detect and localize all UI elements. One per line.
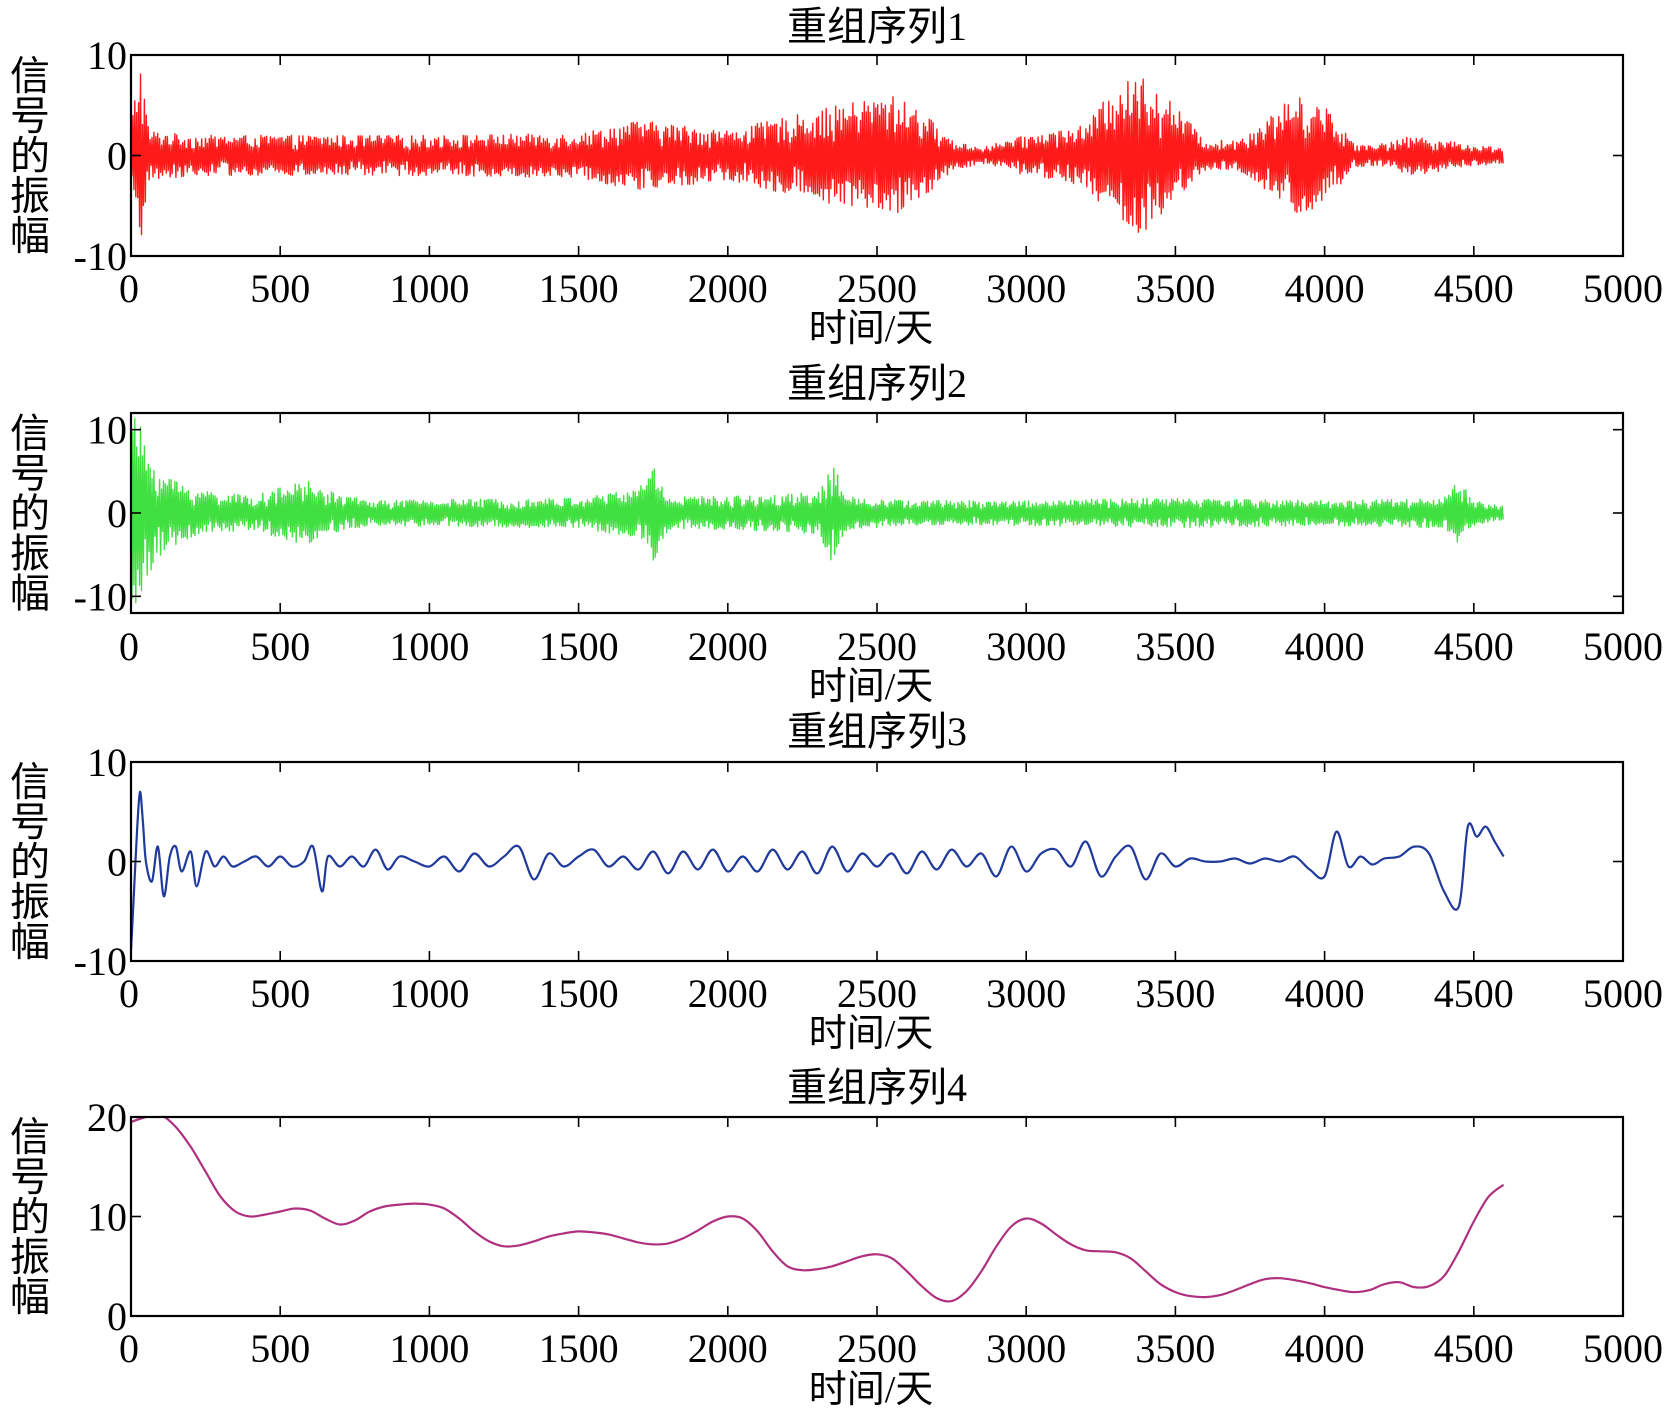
chart-panel-1: 重组序列1 信号的振幅 0 500 1000 1500 2000 2500 3000 3500 40… <box>10 4 1663 350</box>
x-axis-label: 时间/天 <box>809 1369 934 1411</box>
y-tick-label: 0 <box>107 840 127 885</box>
x-tick-label: 3000 <box>986 266 1066 311</box>
x-tick-label: 2000 <box>688 1326 768 1371</box>
x-tick-label: 2500 <box>837 266 917 311</box>
x-tick-label: 2000 <box>688 266 768 311</box>
y-tick-label: 20 <box>87 1095 127 1140</box>
x-axis-label: 时间/天 <box>809 666 934 708</box>
x-tick-label: 500 <box>250 1326 310 1371</box>
x-tick-label: 500 <box>250 266 310 311</box>
x-tick-label: 4500 <box>1434 971 1514 1016</box>
chart-panel-2: 重组序列2 信号的振幅 0 500 1000 1500 2000 2500 3000 3500 40… <box>10 361 1663 708</box>
x-tick-label: 4000 <box>1285 1326 1365 1371</box>
x-tick-label: 1500 <box>539 266 619 311</box>
x-tick-label: 1000 <box>389 266 469 311</box>
x-tick-label: 500 <box>250 971 310 1016</box>
x-tick-label: 3500 <box>1135 624 1215 669</box>
x-tick-label: 3000 <box>986 971 1066 1016</box>
y-tick-label: -10 <box>74 234 127 279</box>
y-tick-label: 10 <box>87 740 127 785</box>
x-tick-label: 5000 <box>1583 266 1663 311</box>
y-tick-label: -10 <box>74 939 127 984</box>
x-tick-label: 3000 <box>986 624 1066 669</box>
y-tick-label: -10 <box>74 574 127 619</box>
y-tick-label: 0 <box>107 1294 127 1339</box>
x-tick-label: 3500 <box>1135 971 1215 1016</box>
x-tick-label: 2500 <box>837 971 917 1016</box>
x-tick-label: 4500 <box>1434 624 1514 669</box>
chart-title: 重组序列1 <box>787 4 967 49</box>
x-tick-label: 0 <box>119 1326 139 1371</box>
x-tick-label: 4000 <box>1285 624 1365 669</box>
series-line <box>131 1117 1505 1303</box>
x-tick-label: 5000 <box>1583 1326 1663 1371</box>
x-tick-label: 4000 <box>1285 266 1365 311</box>
y-tick-label: 10 <box>87 408 127 453</box>
x-tick-label: 3500 <box>1135 266 1215 311</box>
x-tick-label: 1500 <box>539 971 619 1016</box>
y-axis-label: 信号的振幅 <box>10 760 50 965</box>
chart-title: 重组序列3 <box>787 709 967 754</box>
y-tick-label: 0 <box>107 134 127 179</box>
x-tick-label: 0 <box>119 266 139 311</box>
x-tick-label: 5000 <box>1583 971 1663 1016</box>
chart-panel-4: 重组序列4 信号的振幅 0 500 1000 1500 2000 2500 3000 3500 40… <box>10 1065 1663 1411</box>
series-line <box>131 790 1505 952</box>
x-tick-label: 1500 <box>539 1326 619 1371</box>
x-tick-label: 2500 <box>837 624 917 669</box>
chart-title: 重组序列4 <box>787 1065 967 1110</box>
x-tick-label: 2000 <box>688 971 768 1016</box>
x-axis-label: 时间/天 <box>809 308 934 350</box>
plot-frame <box>129 760 1625 963</box>
y-axis-label: 信号的振幅 <box>10 1115 50 1320</box>
series-line <box>131 73 1504 236</box>
x-tick-label: 3500 <box>1135 1326 1215 1371</box>
x-tick-label: 1000 <box>389 624 469 669</box>
plot-frame <box>129 1115 1625 1318</box>
x-tick-label: 0 <box>119 971 139 1016</box>
y-axis-label: 信号的振幅 <box>10 54 50 259</box>
x-tick-label: 4000 <box>1285 971 1365 1016</box>
x-tick-label: 1500 <box>539 624 619 669</box>
x-tick-label: 4500 <box>1434 1326 1514 1371</box>
chart-panel-3: 重组序列3 信号的振幅 0 500 1000 1500 2000 2500 3000 3500 40… <box>10 709 1663 1055</box>
x-axis-label: 时间/天 <box>809 1013 934 1055</box>
x-tick-label: 4500 <box>1434 266 1514 311</box>
chart-title: 重组序列2 <box>787 361 967 406</box>
x-tick-label: 1000 <box>389 1326 469 1371</box>
y-tick-label: 10 <box>87 1195 127 1240</box>
y-tick-label: 10 <box>87 33 127 78</box>
series-line <box>131 417 1504 604</box>
x-tick-label: 5000 <box>1583 624 1663 669</box>
y-tick-label: 0 <box>107 491 127 536</box>
x-tick-label: 2500 <box>837 1326 917 1371</box>
x-tick-label: 1000 <box>389 971 469 1016</box>
y-axis-label: 信号的振幅 <box>10 411 50 616</box>
x-tick-label: 2000 <box>688 624 768 669</box>
x-tick-label: 0 <box>119 624 139 669</box>
x-tick-label: 3000 <box>986 1326 1066 1371</box>
x-tick-label: 500 <box>250 624 310 669</box>
